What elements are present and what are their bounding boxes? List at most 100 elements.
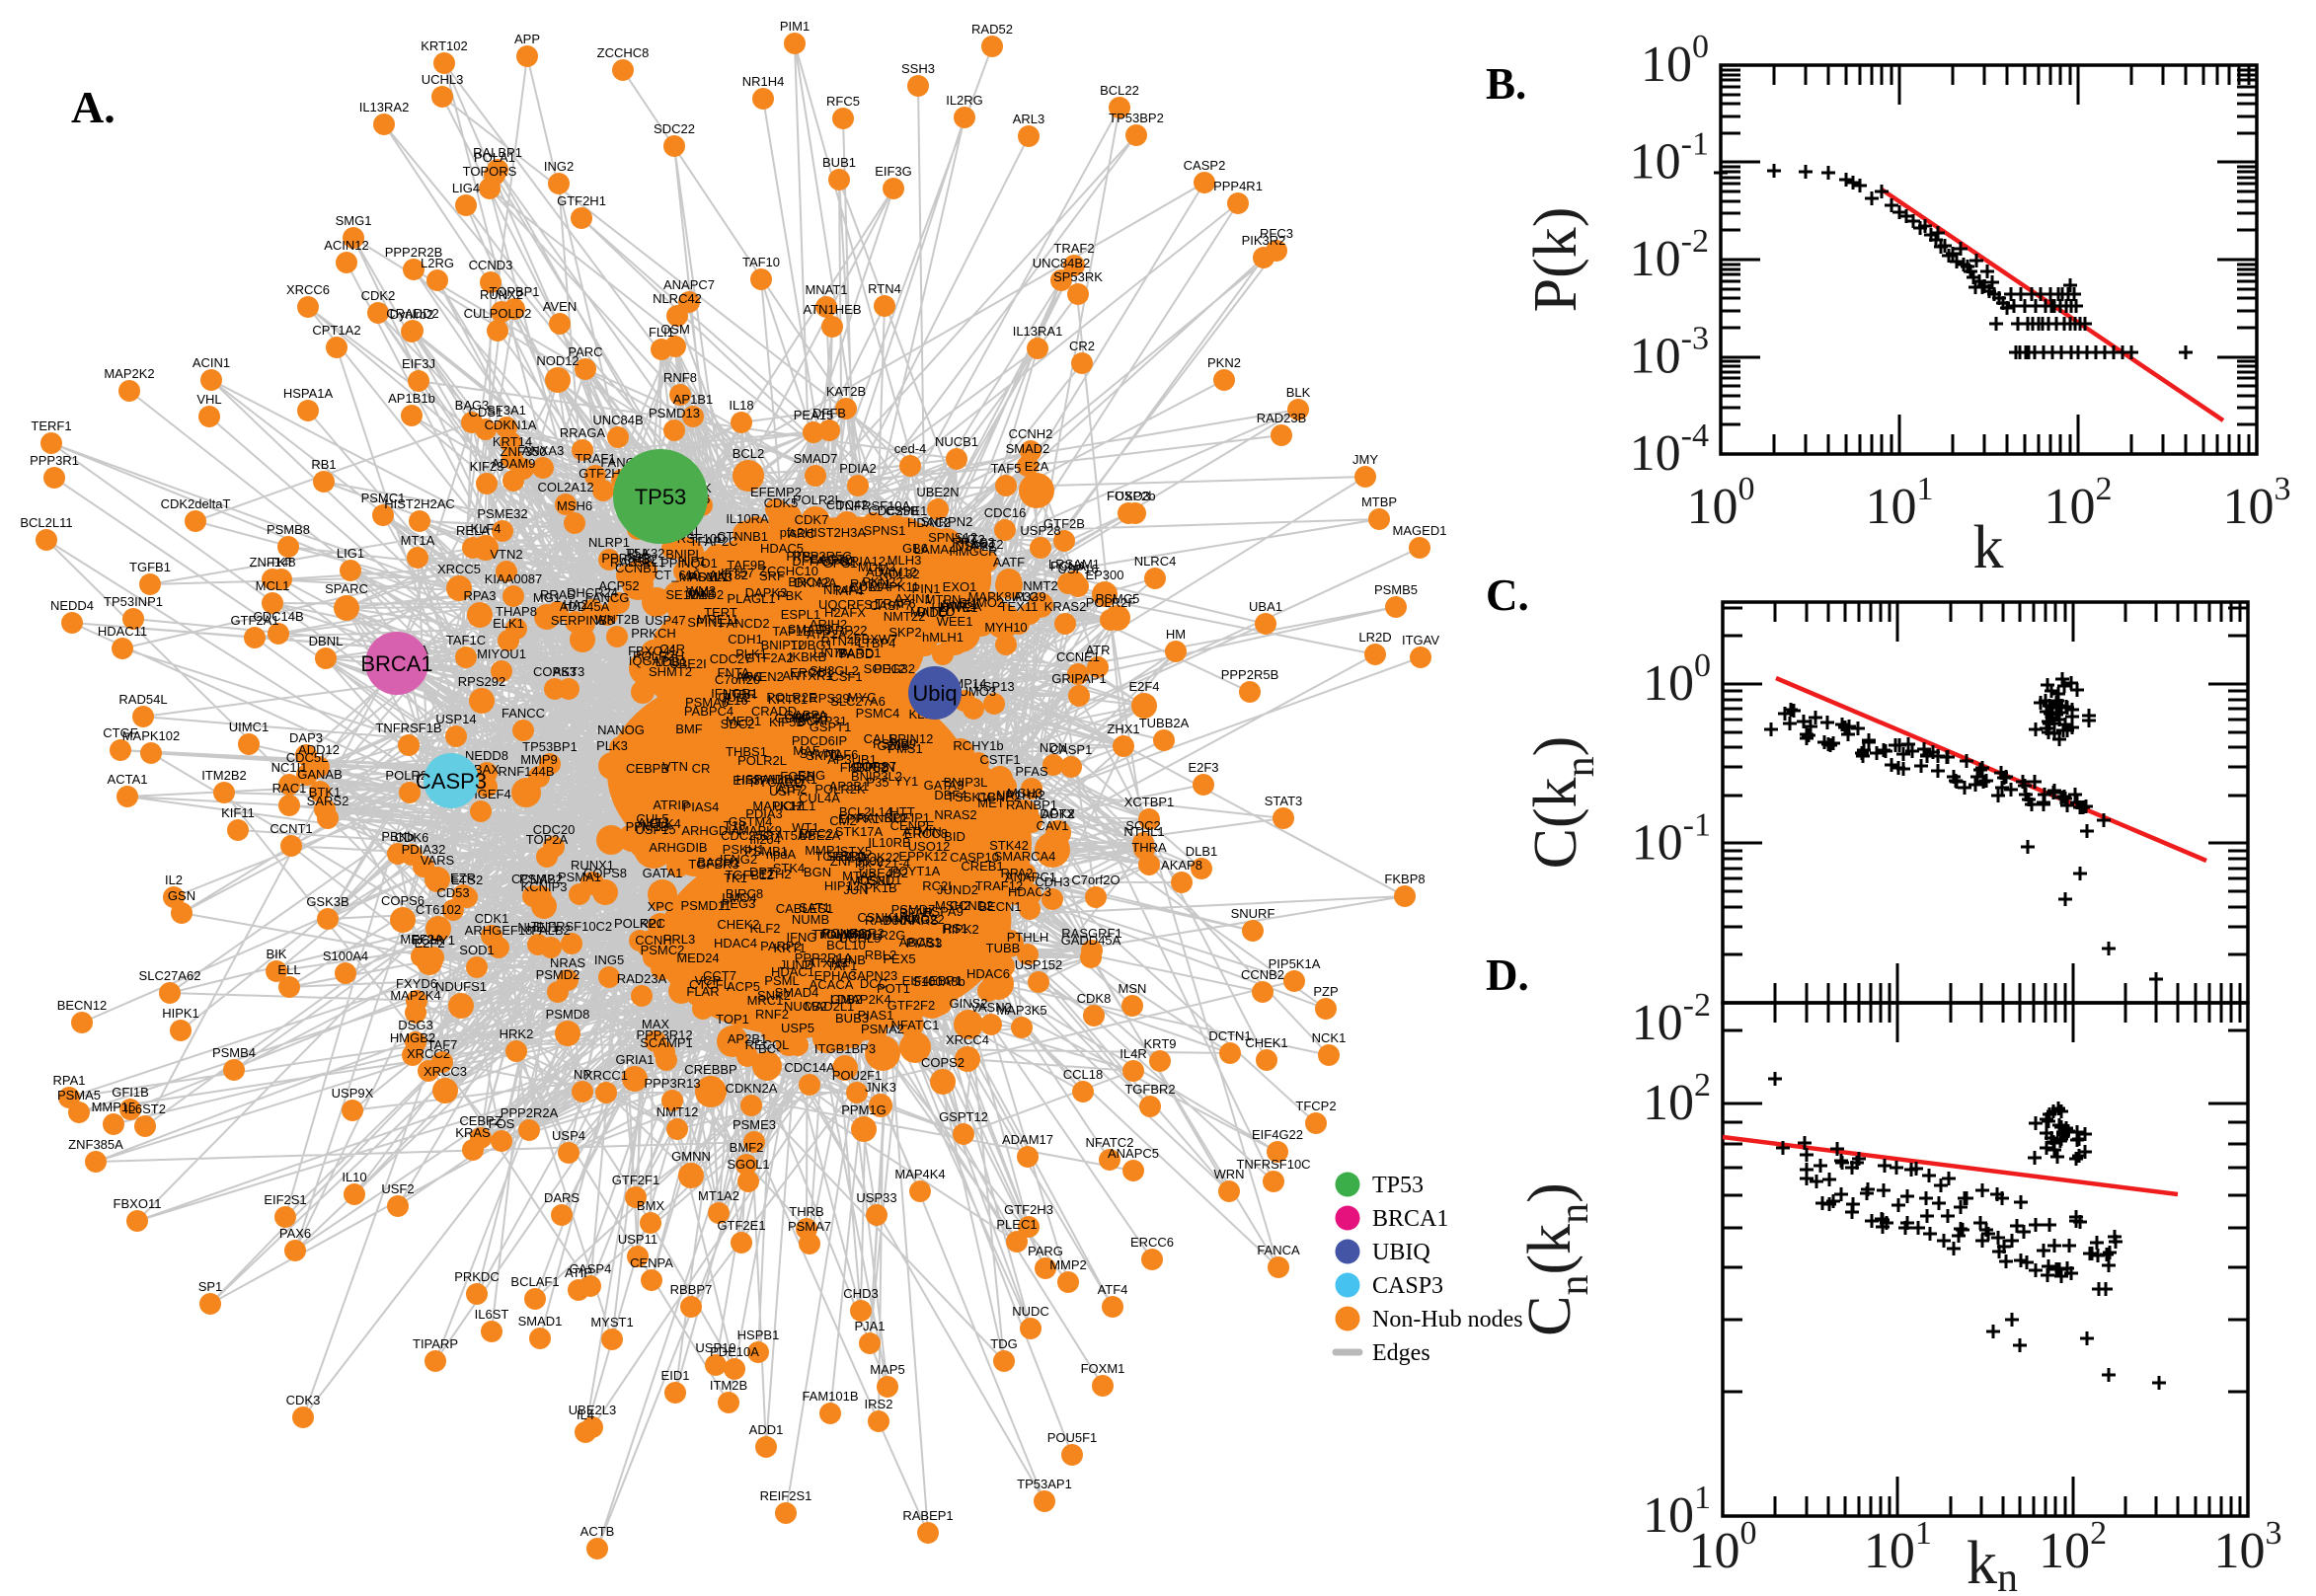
svg-text:TUBG1: TUBG1 (790, 638, 832, 652)
svg-text:LIG1: LIG1 (337, 546, 364, 561)
svg-text:DITED: DITED (917, 604, 956, 619)
svg-text:10-2: 10-2 (1632, 987, 1711, 1051)
svg-text:CCNB1: CCNB1 (615, 561, 658, 575)
svg-text:SOD1: SOD1 (459, 943, 494, 957)
svg-text:FANCC: FANCC (502, 706, 545, 721)
svg-text:PJA1: PJA1 (854, 1319, 885, 1333)
svg-text:SYVN1: SYVN1 (800, 746, 842, 761)
svg-text:PDIA32: PDIA32 (402, 842, 446, 857)
svg-text:ACACA: ACACA (810, 977, 854, 992)
svg-text:PIP5K1A: PIP5K1A (1269, 956, 1321, 971)
svg-text:LR2D: LR2D (1358, 630, 1391, 645)
svg-text:ETS2: ETS2 (451, 873, 484, 887)
svg-text:MAPK9: MAPK9 (738, 823, 782, 838)
svg-text:KRAS2: KRAS2 (1044, 599, 1087, 614)
svg-text:OSM: OSM (660, 322, 690, 337)
svg-text:UCHL1: UCHL1 (774, 798, 816, 813)
svg-text:PAX6: PAX6 (279, 1226, 311, 1241)
svg-text:ZNF3502: ZNF3502 (830, 854, 884, 869)
svg-text:RABEP1: RABEP1 (902, 1508, 953, 1523)
svg-text:CRADD2: CRADD2 (386, 306, 438, 321)
svg-text:PCYT1A: PCYT1A (890, 864, 941, 878)
svg-text:SMAD5: SMAD5 (788, 622, 832, 637)
svg-text:KIF11: KIF11 (221, 805, 255, 820)
svg-text:POT1: POT1 (877, 981, 910, 996)
svg-text:PARP2: PARP2 (760, 939, 802, 953)
svg-text:TSSK1B: TSSK1B (947, 790, 996, 804)
svg-text:XRCC1: XRCC1 (584, 1068, 628, 1083)
svg-text:FOXM1: FOXM1 (1081, 1361, 1125, 1376)
svg-text:EPHA3: EPHA3 (814, 968, 857, 983)
svg-text:RBBP7: RBBP7 (670, 1282, 713, 1297)
svg-text:KLF4: KLF4 (470, 521, 501, 536)
svg-text:BNIP3L2: BNIP3L2 (851, 769, 902, 784)
svg-text:STK4: STK4 (773, 861, 806, 875)
svg-text:ALG9: ALG9 (1013, 589, 1045, 604)
svg-text:RFC5: RFC5 (826, 94, 860, 109)
svg-text:CDC16: CDC16 (984, 505, 1027, 520)
svg-text:XRCC2: XRCC2 (407, 1046, 450, 1061)
svg-text:BMF2: BMF2 (730, 1140, 764, 1155)
svg-text:GTF2H4: GTF2H4 (579, 466, 628, 481)
svg-text:USP2b: USP2b (1115, 489, 1155, 503)
svg-text:MAP4K4: MAP4K4 (894, 1167, 945, 1181)
svg-text:TERF1: TERF1 (31, 418, 71, 433)
svg-text:TP53: TP53 (1372, 1173, 1424, 1198)
svg-text:BIRC8: BIRC8 (726, 886, 763, 901)
svg-text:RECQL: RECQL (745, 1037, 790, 1052)
svg-text:PSMA2: PSMA2 (861, 1022, 904, 1036)
svg-text:JNK3: JNK3 (865, 1080, 896, 1095)
svg-text:IL16: IL16 (723, 693, 747, 708)
svg-text:CALR: CALR (864, 731, 898, 746)
svg-text:TNFRSF1B: TNFRSF1B (375, 721, 441, 735)
svg-text:GMNN: GMNN (671, 1149, 711, 1164)
svg-text:USP47: USP47 (645, 613, 685, 628)
svg-text:IL6ST2: IL6ST2 (124, 1102, 166, 1116)
svg-text:PRL3: PRL3 (663, 932, 696, 947)
svg-text:POLR2J: POLR2J (385, 768, 433, 783)
svg-text:FNTA: FNTA (718, 665, 750, 680)
svg-text:PSMC4: PSMC4 (856, 706, 900, 721)
svg-text:KP1: KP1 (640, 916, 664, 931)
svg-text:HMGCR: HMGCR (949, 544, 997, 559)
svg-text:BECN1: BECN1 (978, 899, 1021, 914)
svg-text:CD53: CD53 (436, 885, 469, 900)
svg-text:KRT9: KRT9 (1144, 1036, 1177, 1051)
svg-text:RPS29: RPS29 (809, 691, 849, 706)
svg-text:SLC27A62: SLC27A62 (139, 968, 201, 983)
svg-text:TAF9B: TAF9B (727, 558, 766, 572)
svg-text:RELA: RELA (456, 523, 490, 538)
svg-text:PIN1: PIN1 (912, 581, 941, 596)
svg-text:CABLES1: CABLES1 (776, 901, 834, 916)
svg-text:PSMB2: PSMB2 (519, 872, 563, 886)
svg-text:CDS1: CDS1 (469, 405, 503, 419)
svg-text:RCHY1b: RCHY1b (953, 738, 1003, 753)
svg-text:SDC22: SDC22 (654, 121, 695, 136)
svg-text:RB1: RB1 (311, 457, 336, 472)
svg-text:BCLAF1: BCLAF1 (510, 1274, 559, 1289)
svg-text:FBXW7: FBXW7 (854, 632, 898, 646)
svg-text:NR1H42: NR1H42 (996, 788, 1045, 802)
svg-text:DKN2A: DKN2A (794, 575, 837, 590)
svg-text:NMT22: NMT22 (884, 609, 926, 624)
svg-text:PSMB1: PSMB1 (744, 844, 788, 859)
svg-text:RPA2: RPA2 (1001, 866, 1034, 880)
svg-text:HSPA1L: HSPA1L (736, 772, 785, 787)
svg-text:GMAP2K4: GMAP2K4 (830, 992, 890, 1007)
svg-text:SGOL1: SGOL1 (727, 1157, 769, 1172)
svg-text:hMLH1: hMLH1 (922, 630, 964, 645)
svg-text:PEG32: PEG32 (874, 661, 915, 676)
svg-text:PIM1: PIM1 (780, 19, 810, 34)
svg-text:COPS3: COPS3 (533, 664, 577, 679)
svg-text:CCND2: CCND2 (950, 898, 994, 913)
svg-text:ADAM9: ADAM9 (492, 456, 536, 471)
svg-text:RRAS2: RRAS2 (952, 535, 994, 550)
svg-text:UBE2I: UBE2I (669, 656, 707, 671)
svg-text:POLR2K: POLR2K (814, 782, 866, 797)
svg-text:DHCR24: DHCR24 (567, 585, 618, 600)
svg-text:PPP2R2A: PPP2R2A (501, 1105, 559, 1120)
svg-text:ADD45A: ADD45A (560, 599, 610, 614)
svg-text:NDUFS1: NDUFS1 (435, 979, 487, 994)
svg-text:PSMB4: PSMB4 (212, 1045, 256, 1060)
svg-text:CUL2: CUL2 (718, 690, 750, 705)
